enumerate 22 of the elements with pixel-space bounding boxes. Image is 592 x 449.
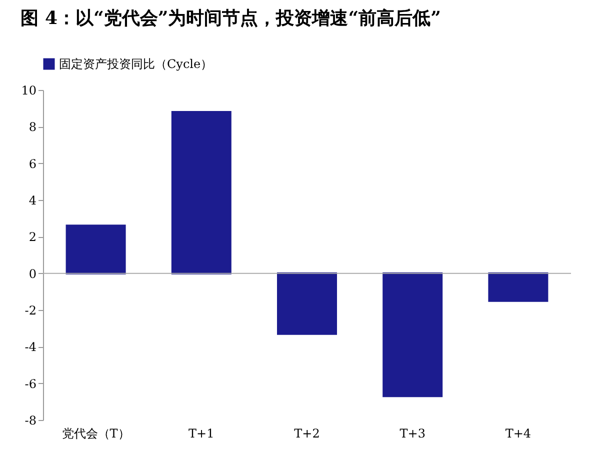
x-tick-label: T+1 <box>188 426 214 440</box>
bar <box>277 272 337 335</box>
x-tick-label: T+4 <box>505 426 532 440</box>
y-tick-label: 0 <box>28 266 36 281</box>
y-tick-label: -2 <box>24 304 36 318</box>
chart-title: 图 4：以“党代会”为时间节点，投资增速“前高后低” <box>20 8 441 29</box>
x-tick-label: T+3 <box>400 426 426 440</box>
y-tick-label: 4 <box>28 194 37 208</box>
y-tick-label: 10 <box>21 84 36 98</box>
bar <box>171 111 232 274</box>
bar <box>382 272 443 398</box>
x-tick-label: T+2 <box>294 426 320 440</box>
y-tick-label: -4 <box>24 340 37 354</box>
legend-label: 固定资产投资同比（Cycle） <box>59 57 213 71</box>
y-tick-label: 6 <box>28 156 36 171</box>
bar <box>488 272 548 302</box>
y-tick-label: 2 <box>28 230 36 244</box>
y-tick-label: -6 <box>24 376 36 391</box>
x-tick-label: 党代会（T） <box>62 426 130 440</box>
bar <box>66 224 126 274</box>
y-tick-label: -8 <box>24 414 36 428</box>
y-tick-label: 8 <box>28 120 36 134</box>
